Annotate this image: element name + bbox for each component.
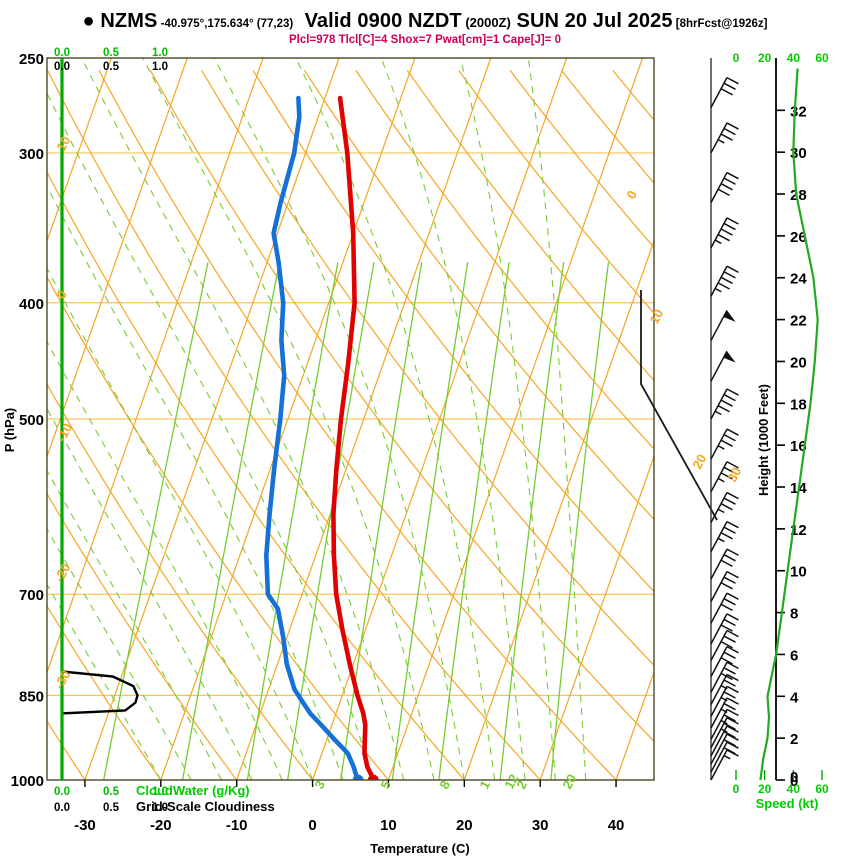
temperature-curve [331, 95, 376, 780]
dry-adiabat-label-right: 30 [724, 465, 744, 485]
height-tick-label: 6 [790, 647, 798, 664]
temperature-axis-title: Temperature (C) [370, 841, 469, 856]
station-marker-icon: ● [82, 10, 95, 32]
dewpoint-curve [264, 95, 361, 780]
height-tick-label: 20 [790, 354, 807, 371]
dry-adiabat-label: -10 [53, 421, 75, 445]
cloudwater-tick-top: 1.0 [152, 47, 168, 59]
pressure-tick-label: 250 [19, 51, 44, 68]
temperature-tick-label: 40 [608, 817, 625, 834]
skewt-gridlines [47, 58, 654, 780]
speed-tick-top: 60 [815, 51, 829, 65]
forecast-lead: [8hrFcst@1926z] [675, 18, 768, 30]
cloudwater-tick-bottom: 0.0 [54, 786, 70, 798]
cloudwater-scale: 0.0 0.0 0.5 0.5 1.0 1.0 0.0 0.0 0.5 0.5 1.0 1.0 [54, 47, 168, 814]
sounding-profiles [60, 95, 379, 780]
height-tick-label: 2 [790, 731, 798, 748]
pressure-tick-label: 700 [19, 587, 44, 604]
height-tick-label: 26 [790, 229, 807, 246]
temperature-axis-ticks: -30 -20 -10 0 10 20 30 40 [74, 780, 624, 834]
cloudwater-axis-title: CloudWater (g/Kg) [136, 783, 250, 798]
height-tick-label: 22 [790, 313, 807, 330]
speed-tick-top: 20 [758, 51, 772, 65]
pressure-tick-label: 1000 [11, 773, 44, 790]
cloudwater-tick-top: 0.0 [54, 47, 70, 59]
height-tick-label: 10 [790, 564, 807, 581]
cloudiness-tick-top: 0.5 [103, 61, 120, 73]
wind-barbs-group [710, 76, 739, 780]
data-domain-edge [640, 290, 718, 521]
speed-tick-top: 40 [787, 51, 801, 65]
plot-frame [46, 57, 655, 781]
height-tick-label: 18 [790, 396, 807, 413]
temperature-tick-label: 20 [456, 817, 473, 834]
cloudwater-tick-bottom: 0.5 [103, 786, 120, 798]
height-tick-label: 32 [790, 103, 807, 120]
pressure-tick-label: 500 [19, 412, 44, 429]
cloudiness-tick-bottom: 0.5 [103, 802, 120, 814]
dry-adiabat-label: -20 [51, 561, 73, 585]
temperature-tick-label: 30 [532, 817, 549, 834]
dry-adiabat-label-right: 0 [623, 188, 640, 201]
header-title-bar: ● NZMS -40.975°,175.634° (77,23) Valid 0… [0, 10, 850, 33]
station-coordinates: -40.975°,175.634° (77,23) [160, 18, 294, 30]
pressure-tick-label: 300 [19, 146, 44, 163]
cloudiness-tick-top: 0.0 [54, 61, 70, 73]
cloudwater-tick-bottom: 1.0 [152, 786, 168, 798]
dry-adiabat-label: 10 [53, 134, 73, 154]
speed-tick-bottom: 20 [758, 782, 772, 796]
pressure-axis-title: P (hPa) [2, 408, 17, 453]
height-axis-title: Height (1000 Feet) [756, 384, 771, 496]
dewpoint-surface-marker [352, 774, 364, 780]
temperature-tick-label: -10 [226, 817, 248, 834]
height-zero-label: 0 [790, 769, 798, 786]
temperature-tick-label: 0 [308, 817, 316, 834]
wind-speed-height-curve [759, 68, 819, 781]
temperature-surface-marker [367, 774, 379, 780]
cloudiness-tick-top: 1.0 [152, 61, 168, 73]
mixing-ratio-label: 12 [501, 772, 521, 792]
speed-tick-bottom: 0 [733, 782, 740, 796]
height-tick-label: 8 [790, 606, 798, 623]
height-tick-label: 28 [790, 187, 807, 204]
cloudiness-axis-title: Grid-Scale Cloudiness [136, 799, 275, 814]
temperature-tick-label: 10 [380, 817, 397, 834]
mixing-ratio-label: 20 [559, 772, 579, 792]
valid-date: SUN 20 Jul 2025 [516, 10, 673, 32]
pressure-axis-ticks: 250 300 400 500 700 850 1000 [11, 51, 44, 790]
dry-adiabat-label-right: 20 [689, 452, 709, 472]
grid-scale-cloudiness-curve [60, 670, 139, 726]
temperature-tick-label: -20 [150, 817, 172, 834]
speed-tick-bottom: 40 [787, 782, 801, 796]
height-tick-label: 16 [790, 438, 807, 455]
valid-time: Valid 0900 NZDT [304, 10, 462, 32]
station-id: NZMS [100, 10, 158, 32]
cloudwater-tick-top: 0.5 [103, 47, 120, 59]
stability-indices: Plcl=978 Tlcl[C]=4 Shox=7 Pwat[cm]=1 Cap… [289, 34, 561, 46]
height-tick-label: 0 [790, 773, 798, 790]
height-tick-label: 4 [790, 689, 799, 706]
height-tick-label: 24 [790, 271, 807, 288]
speed-axis-title: Speed (kt) [756, 796, 819, 811]
temperature-tick-label: -30 [74, 817, 96, 834]
pressure-tick-label: 400 [19, 296, 44, 313]
wind-speed-curve [759, 68, 819, 781]
valid-time-utc: (2000Z) [465, 15, 511, 30]
cloudiness-tick-bottom: 1.0 [152, 802, 168, 814]
speed-tick-bottom: 60 [815, 782, 829, 796]
cloudiness-tick-bottom: 0.0 [54, 802, 70, 814]
pressure-tick-label: 850 [19, 688, 44, 705]
speed-tick-top: 0 [733, 51, 740, 65]
dry-adiabat-label-right: 10 [646, 307, 666, 327]
